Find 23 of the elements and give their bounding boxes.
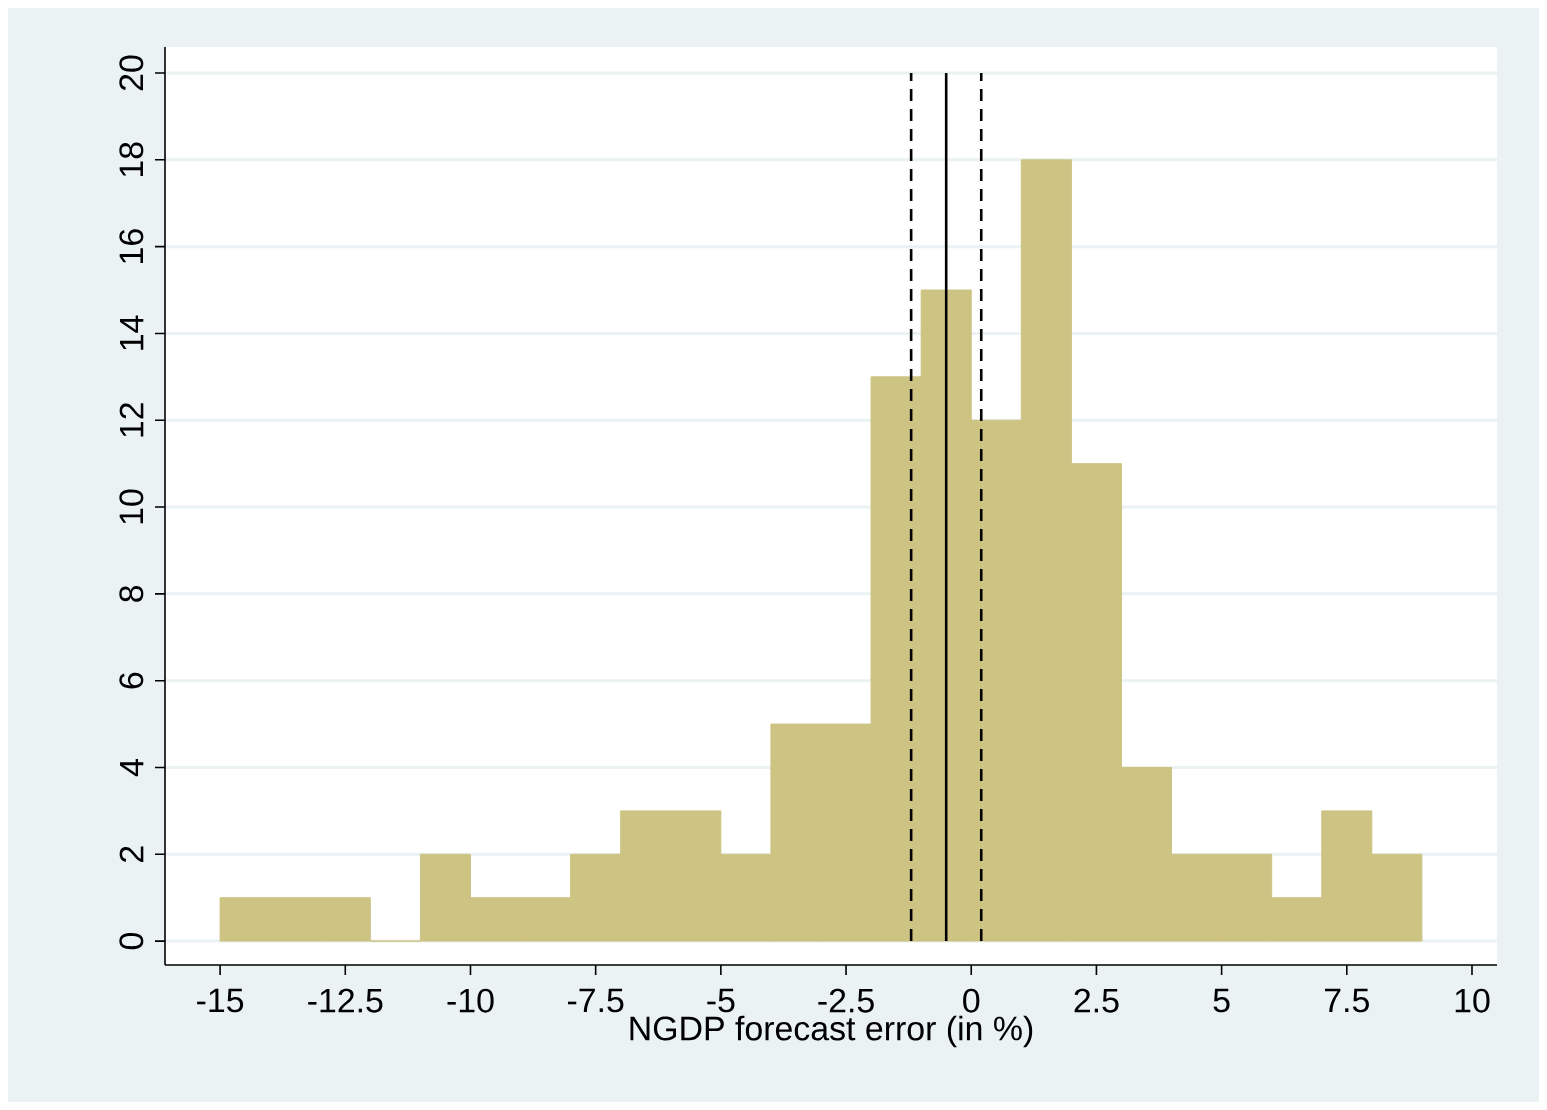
y-tick-label: 18 bbox=[119, 142, 144, 177]
x-tick-label: -15 bbox=[197, 988, 244, 1013]
y-tick-label: 10 bbox=[119, 489, 144, 524]
x-tick-label: -2.5 bbox=[818, 988, 874, 1013]
y-tick-label: 0 bbox=[119, 933, 144, 950]
x-tick-label: 5 bbox=[1213, 988, 1230, 1013]
y-tick-label: 16 bbox=[119, 229, 144, 263]
x-tick-label: -10 bbox=[447, 988, 494, 1013]
y-tick-label: 20 bbox=[119, 55, 144, 91]
x-axis-title: NGDP forecast error (in %) bbox=[630, 1015, 1033, 1048]
x-tick-label: -7.5 bbox=[567, 988, 624, 1013]
x-tick-label: 0 bbox=[963, 988, 980, 1013]
x-tick-label: -12.5 bbox=[308, 988, 383, 1013]
y-tick-label: 12 bbox=[119, 403, 144, 437]
y-tick-label: 2 bbox=[119, 846, 144, 862]
y-tick-label: 4 bbox=[120, 759, 144, 777]
x-tick-label: 2.5 bbox=[1074, 988, 1119, 1013]
x-tick-label: 7.5 bbox=[1325, 988, 1369, 1013]
x-tick-label: 10 bbox=[1455, 988, 1490, 1013]
y-tick-label: 6 bbox=[119, 672, 144, 689]
y-tick-label: 14 bbox=[120, 315, 144, 350]
y-tick-label: 8 bbox=[119, 585, 144, 602]
x-tick-label: -5 bbox=[707, 988, 735, 1013]
